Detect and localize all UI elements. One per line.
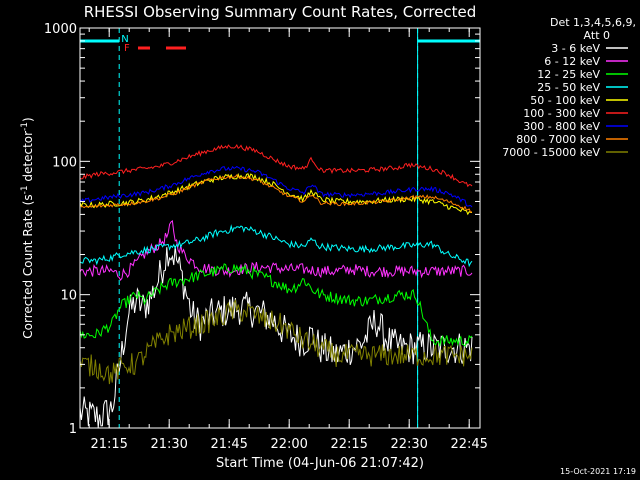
legend-label: 800 - 7000 keV <box>516 133 600 146</box>
series-layer <box>79 143 473 428</box>
y-tick-label: 1 <box>69 422 77 437</box>
series-line <box>79 224 473 268</box>
legend-label: 25 - 50 keV <box>537 81 600 94</box>
x-tick-label: 21:15 <box>90 437 127 452</box>
legend-label: 7000 - 15000 keV <box>502 146 600 159</box>
x-tick-label: 22:15 <box>330 437 367 452</box>
axis-layer: 1 10 100 1000 21:15 21:30 21:45 22:00 22:15 22:30… <box>44 22 488 452</box>
legend-header: Det 1,3,4,5,6,9, <box>550 16 636 29</box>
x-tick-label: 21:45 <box>210 437 247 452</box>
x-axis-label: Start Time (04-Jun-06 21:07:42) <box>216 456 424 471</box>
legend-label: 3 - 6 keV <box>551 42 600 55</box>
plot-frame <box>79 27 481 429</box>
night-flag-label: N <box>121 34 128 45</box>
series-line <box>79 143 473 188</box>
series-line <box>79 219 473 282</box>
series-line <box>79 298 473 385</box>
x-tick-label: 22:00 <box>270 437 307 452</box>
flare-flag-label: F <box>124 43 130 54</box>
series-line <box>79 263 473 348</box>
y-tick-label: 10 <box>60 289 77 304</box>
x-tick-label: 21:30 <box>150 437 187 452</box>
series-line <box>79 246 473 428</box>
y-axis-label: Corrected Count Rate (s-1 detector-1) <box>20 117 35 338</box>
legend-label: 100 - 300 keV <box>523 107 600 120</box>
series-line <box>79 174 473 213</box>
legend-label: 12 - 25 keV <box>537 68 600 81</box>
legend-header: Att 0 <box>584 29 610 42</box>
chart-flag-layer: NF <box>79 28 480 428</box>
x-tick-label: 22:30 <box>390 437 427 452</box>
y-tick-label: 100 <box>52 155 77 170</box>
y-tick-label: 1000 <box>44 22 77 37</box>
chart-title: RHESSI Observing Summary Count Rates, Co… <box>84 3 477 21</box>
x-tick-label: 22:45 <box>450 437 487 452</box>
footer-date: 15-Oct-2021 17:19 <box>560 467 636 476</box>
legend-label: 300 - 800 keV <box>523 120 600 133</box>
series-line <box>79 165 473 208</box>
legend-label: 50 - 100 keV <box>530 94 600 107</box>
legend-label: 6 - 12 keV <box>544 55 600 68</box>
